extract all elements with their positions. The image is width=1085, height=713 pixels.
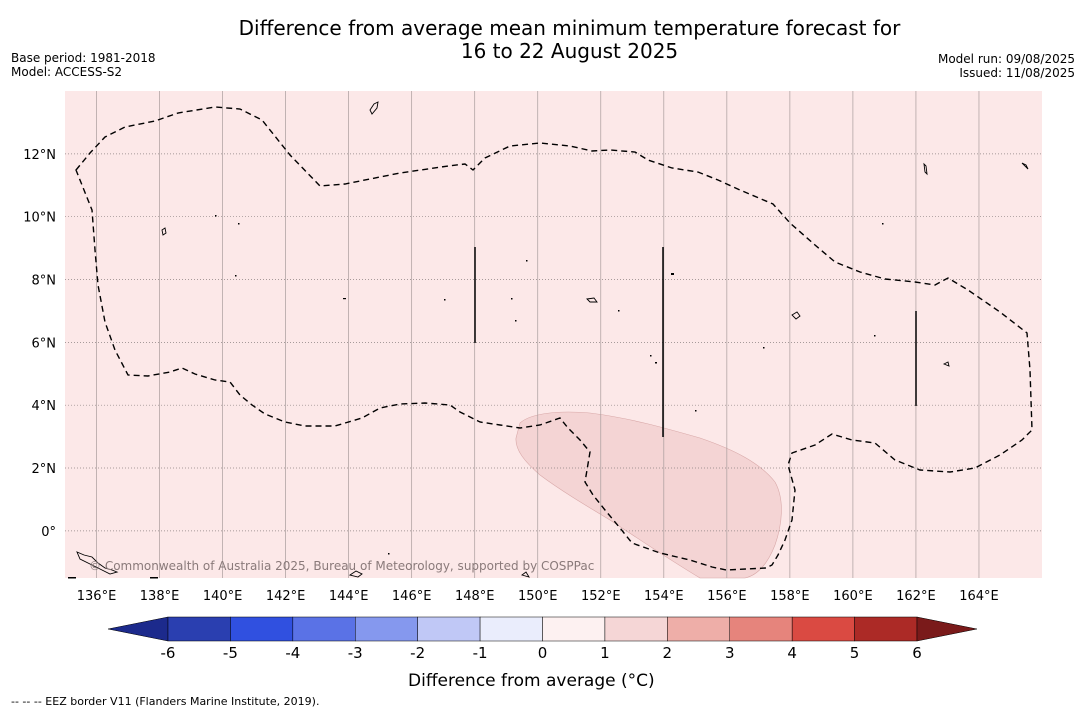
- colorbar-tick-label: -2: [410, 644, 425, 662]
- lat-tick-label: 6°N: [32, 336, 57, 351]
- lon-tick-label: 150°E: [518, 589, 558, 604]
- atoll-dot: [763, 347, 765, 349]
- colorbar-segment: [604, 616, 668, 642]
- island-guam: [369, 101, 379, 115]
- colorbar-title: Difference from average (°C): [408, 671, 655, 691]
- map-title-line-2: 16 to 22 August 2025: [460, 39, 679, 63]
- colorbar-tick-label: 6: [912, 644, 922, 662]
- colorbar-tick-label: -6: [161, 644, 176, 662]
- lon-tick-label: 154°E: [644, 589, 684, 604]
- colorbar-tick-label: 1: [600, 644, 610, 662]
- atoll-dot: [874, 335, 876, 337]
- colorbar-tick-label: -3: [348, 644, 363, 662]
- island-chuuk: [586, 297, 598, 303]
- lat-tick-label: 4°N: [32, 399, 57, 414]
- colorbar-tick-label: -4: [285, 644, 300, 662]
- island-marshall-north: [923, 162, 928, 176]
- lon-tick-label: 156°E: [707, 589, 747, 604]
- colorbar-segment: [355, 616, 418, 642]
- lat-tick-label: 8°N: [32, 274, 57, 289]
- lon-tick-label: 142°E: [266, 589, 306, 604]
- island-pohnpei: [791, 311, 801, 320]
- atoll-dot: [695, 410, 697, 412]
- base-period-label: Base period: 1981-2018: [11, 51, 156, 65]
- longitude-tick-labels: 136°E 138°E 140°E 142°E 144°E 146°E 148°E 150°E…: [77, 589, 999, 604]
- lon-tick-label: 162°E: [896, 589, 936, 604]
- colorbar-segment: [667, 616, 730, 642]
- island-admiralty: [348, 570, 363, 578]
- atoll-dot: [238, 223, 240, 225]
- atoll-dot: [215, 215, 217, 217]
- eez-footnote: -- -- -- EEZ border V11 (Flanders Marine…: [11, 695, 320, 708]
- latitude-tick-labels: 12°N 10°N 8°N 6°N 4°N 2°N 0°: [23, 148, 56, 540]
- lon-tick-label: 144°E: [329, 589, 369, 604]
- map-background: [65, 91, 1042, 578]
- colorbar-tick-label: 2: [663, 644, 673, 662]
- colorbar-segment: [167, 616, 231, 642]
- colorbar-segment: [292, 616, 356, 642]
- atoll-dot: [444, 299, 446, 301]
- lon-tick-label: 136°E: [77, 589, 117, 604]
- lon-tick-label: 152°E: [581, 589, 621, 604]
- atoll-dot: [68, 577, 76, 579]
- island-png-north-coast: [76, 551, 119, 575]
- model-label: Model: ACCESS-S2: [11, 65, 123, 79]
- lat-tick-label: 10°N: [23, 211, 56, 226]
- colorbar-segment: [479, 616, 543, 642]
- colorbar-segment: [729, 616, 793, 642]
- atoll-dot: [618, 310, 620, 312]
- lon-tick-label: 140°E: [203, 589, 243, 604]
- atoll-dot: [343, 298, 346, 300]
- lat-tick-label: 2°N: [32, 462, 57, 477]
- issued-label: Issued: 11/08/2025: [959, 66, 1075, 80]
- map-gridlines: [65, 91, 1042, 578]
- atoll-dot: [650, 355, 652, 357]
- colorbar-tick-label: 4: [787, 644, 797, 662]
- lon-tick-label: 148°E: [455, 589, 495, 604]
- lat-tick-label: 12°N: [23, 148, 56, 163]
- colorbar-segment: [854, 616, 918, 642]
- colorbar-extend-max: [916, 616, 978, 642]
- colorbar-segment: [230, 616, 294, 642]
- atoll-dot: [150, 577, 158, 579]
- islands: [76, 101, 1029, 578]
- lon-tick-label: 160°E: [833, 589, 873, 604]
- atolls: [68, 215, 884, 579]
- eez-border-main: [75, 106, 1033, 571]
- colorbar-tick-label: -5: [223, 644, 238, 662]
- atoll-dot: [515, 320, 517, 322]
- colorbar-tick-label: 3: [725, 644, 735, 662]
- atoll-dot: [511, 298, 513, 300]
- lon-tick-label: 164°E: [959, 589, 999, 604]
- colorbar-tick-label: 0: [538, 644, 548, 662]
- colorbar-tick-label: -1: [473, 644, 488, 662]
- colorbar-segment: [417, 616, 481, 642]
- colorbar-extend-min: [107, 616, 169, 642]
- island-kosrae: [942, 361, 950, 367]
- colorbar-tick-label: 5: [850, 644, 860, 662]
- colorbar-segment: [542, 616, 606, 642]
- copyright-text: © Commonwealth of Australia 2025, Bureau…: [89, 559, 594, 573]
- island-new-ireland: [521, 571, 530, 578]
- colorbar: [107, 616, 978, 642]
- anomaly-region-1-to-2: [515, 411, 782, 579]
- atoll-dot: [526, 260, 528, 262]
- atoll-dot: [882, 223, 884, 225]
- atoll-dot: [235, 275, 237, 277]
- lon-tick-label: 158°E: [770, 589, 810, 604]
- island-marshall-east: [1021, 162, 1029, 170]
- island-yap: [161, 227, 167, 236]
- map-title-line-1: Difference from average mean minimum tem…: [238, 16, 901, 40]
- atoll-dot: [671, 273, 674, 275]
- colorbar-tick-labels: -6 -5 -4 -3 -2 -1 0 1 2 3 4 5 6: [161, 644, 922, 662]
- atoll-dot: [655, 362, 657, 364]
- lon-tick-label: 138°E: [140, 589, 180, 604]
- lon-tick-label: 146°E: [392, 589, 432, 604]
- colorbar-segment: [791, 616, 855, 642]
- lat-tick-label: 0°: [41, 525, 56, 540]
- model-run-label: Model run: 09/08/2025: [937, 52, 1075, 66]
- atoll-dot: [388, 553, 390, 555]
